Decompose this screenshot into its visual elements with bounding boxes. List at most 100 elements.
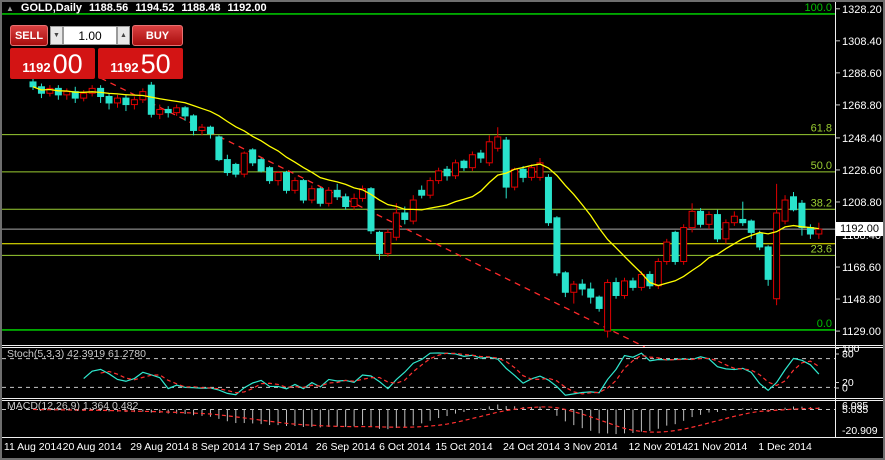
candle-body [274,172,282,182]
candle-body [460,160,468,169]
candle-body [806,227,814,235]
candle-body [122,97,130,106]
price-axis-label: 1228.60 [842,165,882,177]
chart-title-bar: ▲ GOLD,Daily 1188.56 1194.52 1188.48 119… [6,1,267,15]
candle-body [781,199,789,222]
candle-body [63,91,71,96]
candle-body [156,108,164,115]
candle-body [283,172,290,191]
candle-body [790,196,797,211]
ohlc-close: 1192.00 [227,2,267,14]
candle-body [621,280,628,296]
candle-body [164,108,172,114]
date-label: 8 Sep 2014 [192,441,246,453]
candle-body [604,282,612,332]
date-label: 6 Oct 2014 [379,441,431,453]
candle-body [80,92,88,99]
candle-body [511,168,519,188]
candle-body [88,87,96,94]
candle-body [561,272,569,293]
sell-price-button[interactable]: 1192 00 [10,48,95,79]
fib-label-61.8: 61.8 [811,123,832,135]
candle-body [722,222,730,240]
symbol-timeframe-label: GOLD,Daily [20,2,83,14]
candle-body [587,288,595,298]
stoch-scale-label: 0 [842,383,848,395]
candle-body [494,136,502,149]
candle-body [553,217,561,274]
buy-button[interactable]: BUY [132,25,183,46]
fib-label-100.0: 100.0 [804,2,832,14]
ohlc-low: 1188.48 [181,2,221,14]
buy-price-button[interactable]: 1192 50 [98,48,183,79]
candle-body [815,228,823,235]
candle-body [147,84,155,115]
date-label: 21 Nov 2014 [688,441,748,453]
fib-label-50.0: 50.0 [811,160,832,172]
price-axis-label: 1268.80 [842,100,882,112]
candle-body [654,261,662,287]
candle-body [215,136,223,161]
candle-body [798,202,806,229]
volume-decrease-button[interactable]: ▼ [50,26,63,45]
candle-body [756,233,764,248]
candle-body [536,162,544,178]
candle-body [308,188,316,201]
date-label: 24 Oct 2014 [503,441,560,453]
date-label: 1 Dec 2014 [758,441,812,453]
candle-body [443,168,451,177]
macd-indicator-label: MACD(12,26,9) 1.364 0.482 [7,400,139,412]
candle-body [223,159,231,174]
candle-body [392,212,400,238]
macd-scale-top: 6.085 [842,400,868,412]
volume-increase-button[interactable]: ▲ [117,26,130,45]
candle-body [181,107,189,117]
fib-label-38.2: 38.2 [811,197,832,209]
volume-input[interactable] [63,26,117,45]
candle-body [325,189,333,204]
candle-body [629,280,637,288]
candle-body [266,167,274,182]
candle-body [688,210,696,229]
candle-body [46,87,54,94]
candle-body [739,218,747,224]
candle-body [435,170,443,182]
sell-button[interactable]: SELL [10,25,48,46]
candle-body [713,214,721,240]
candle-body [452,162,459,177]
stoch-scale-label: 100 [842,343,860,355]
price-axis-label: 1248.40 [842,133,882,145]
date-label: 11 Aug 2014 [4,441,62,453]
candle-body [544,176,552,224]
candle-body [764,246,772,280]
candle-body [206,126,214,135]
candle-body [240,152,248,175]
candle-body [114,97,121,104]
stochastic-indicator-label: Stoch(5,3,3) 42.3919 61.2780 [7,348,146,360]
date-label: 12 Nov 2014 [629,441,689,453]
candle-body [680,227,688,263]
ohlc-high: 1194.52 [135,2,175,14]
candle-body [342,196,350,208]
candle-body [773,212,781,300]
candle-body [257,159,265,172]
candle-body [663,241,671,263]
candle-body [401,212,409,220]
price-axis-label: 1308.40 [842,36,882,48]
fib-label-23.6: 23.6 [811,243,832,255]
macd-scale-top-overlap: 5.035 [842,404,868,416]
candle-body [595,296,603,309]
price-axis-label: 1168.60 [842,262,881,274]
candle-body [173,107,181,114]
candle-body [409,199,417,222]
candle-body [54,87,62,96]
fib-label-0.0: 0.0 [817,318,832,330]
candle-body [350,197,358,208]
ohlc-open: 1188.56 [89,2,129,14]
current-price-tag: 1192.00 [836,222,883,236]
stoch-scale-label: 20 [842,377,854,389]
candle-body [367,188,375,232]
candle-body [375,231,383,254]
